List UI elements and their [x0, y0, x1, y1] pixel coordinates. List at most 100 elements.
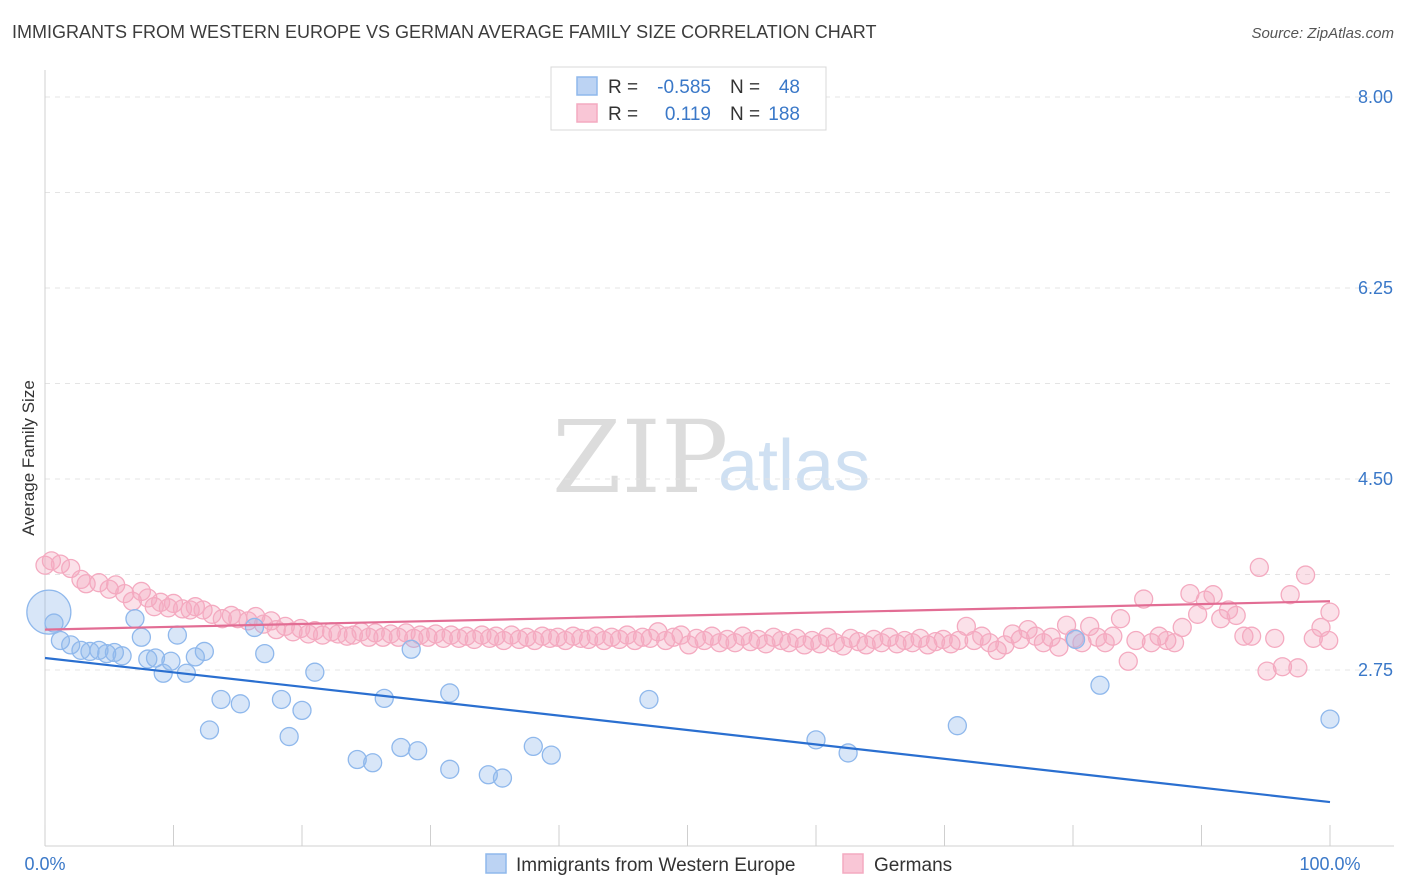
- germans-point: [1103, 626, 1123, 646]
- germans-point: [509, 629, 529, 650]
- western-europe-trend-line: [44, 656, 1331, 804]
- trend-lines: [44, 600, 1331, 804]
- bottom-legend: Immigrants from Western Europe Germans: [485, 853, 952, 876]
- germans-point: [89, 573, 109, 593]
- western-europe-point: [255, 643, 275, 664]
- y-axis-label: Average Family Size: [19, 380, 38, 536]
- germans-point: [1010, 629, 1030, 650]
- legend-n-value-2: 188: [768, 104, 800, 125]
- germans-point: [1164, 633, 1185, 653]
- western-europe-point: [230, 694, 250, 714]
- western-europe-point: [244, 617, 265, 638]
- western-europe-point: [391, 737, 411, 758]
- germans-point: [563, 626, 583, 646]
- legend-swatch-blue: [576, 76, 598, 96]
- germans-point: [571, 628, 591, 648]
- germans-point: [1110, 609, 1131, 629]
- y-tick-labels: 2.75 4.50 6.25 8.00: [1358, 87, 1393, 680]
- germans-point: [910, 628, 930, 648]
- western-europe-point: [279, 726, 299, 747]
- western-europe-point: [347, 749, 367, 770]
- x-tick-label-100: 100.0%: [1299, 854, 1360, 874]
- germans-point: [1026, 626, 1046, 646]
- legend-swatch-pink: [576, 103, 598, 123]
- western-europe-point: [292, 700, 312, 721]
- western-europe-point: [131, 627, 152, 647]
- western-europe-point: [161, 651, 181, 671]
- western-europe-point: [145, 648, 166, 668]
- western-europe-point: [125, 609, 145, 629]
- germans-point: [640, 628, 660, 648]
- western-europe-point: [478, 765, 498, 785]
- germans-point: [787, 628, 807, 648]
- legend-r-value-2: 0.119: [665, 104, 711, 125]
- western-europe-point: [492, 768, 513, 788]
- western-europe-point: [407, 741, 428, 761]
- germans-point: [895, 630, 915, 651]
- germans-point: [163, 593, 184, 614]
- germans-point: [663, 627, 684, 647]
- germans-point: [702, 626, 722, 646]
- western-europe-point: [440, 759, 460, 779]
- western-europe-point: [401, 639, 421, 659]
- chart-title: IMMIGRANTS FROM WESTERN EUROPE VS GERMAN…: [12, 22, 876, 42]
- western-europe-point: [194, 641, 214, 662]
- germans-point: [979, 633, 1000, 653]
- legend-n-label-1: N =: [730, 77, 760, 98]
- chart-source: Source: ZipAtlas.com: [1251, 25, 1394, 42]
- germans-point: [1257, 661, 1277, 681]
- germans-point: [202, 604, 222, 624]
- germans-point: [410, 625, 430, 645]
- germans-point: [1249, 557, 1269, 578]
- top-legend: R = -0.585 N = 48 R = 0.119 N = 188: [550, 66, 827, 131]
- western-europe-point: [112, 646, 132, 666]
- germans-point: [1272, 657, 1293, 677]
- western-europe-point: [185, 647, 205, 667]
- western-europe-point: [26, 589, 72, 635]
- germans-trend-line: [44, 600, 1331, 631]
- western-europe-point: [363, 753, 383, 773]
- legend-r-value-1: -0.585: [657, 77, 711, 98]
- germans-point: [925, 631, 946, 652]
- germans-point: [115, 583, 135, 604]
- y-tick-label: 4.50: [1358, 469, 1393, 489]
- germans-point: [1241, 626, 1262, 646]
- bottom-legend-label-2: Germans: [874, 855, 952, 876]
- western-europe-point: [541, 745, 561, 765]
- western-europe-point: [97, 643, 117, 664]
- legend-n-label-2: N =: [730, 104, 760, 125]
- germans-point: [879, 627, 899, 647]
- germans-point: [1141, 633, 1162, 653]
- germans-point: [449, 628, 469, 648]
- germans-point: [602, 627, 622, 647]
- germans-point: [771, 630, 791, 651]
- germans-point: [1280, 585, 1300, 605]
- germans-point: [1118, 651, 1138, 671]
- watermark-zip: ZIP: [552, 399, 728, 516]
- watermark: ZIP atlas: [552, 399, 870, 516]
- germans-point: [193, 600, 213, 620]
- germans-point: [1226, 605, 1246, 626]
- germans-point: [1295, 565, 1316, 585]
- axes: [44, 70, 1394, 847]
- germans-point: [1172, 617, 1192, 638]
- western-europe-point: [374, 688, 394, 709]
- germans-point: [540, 628, 560, 648]
- germans-point: [1157, 630, 1177, 651]
- germans-point: [1234, 626, 1254, 646]
- germans-point: [1265, 628, 1285, 648]
- bottom-legend-swatch-pink: [842, 853, 864, 874]
- western-europe-point: [199, 720, 220, 740]
- germans-point: [1203, 585, 1223, 605]
- germans-point: [756, 634, 776, 654]
- germans-point: [725, 633, 745, 653]
- western-europe-point: [947, 716, 967, 736]
- germans-point: [50, 554, 71, 574]
- germans-point: [1319, 630, 1339, 651]
- western-europe-point: [523, 736, 543, 757]
- western-europe-point: [211, 689, 231, 710]
- western-europe-point: [1320, 709, 1340, 729]
- bottom-legend-swatch-blue: [485, 853, 507, 874]
- germans-point: [679, 635, 699, 655]
